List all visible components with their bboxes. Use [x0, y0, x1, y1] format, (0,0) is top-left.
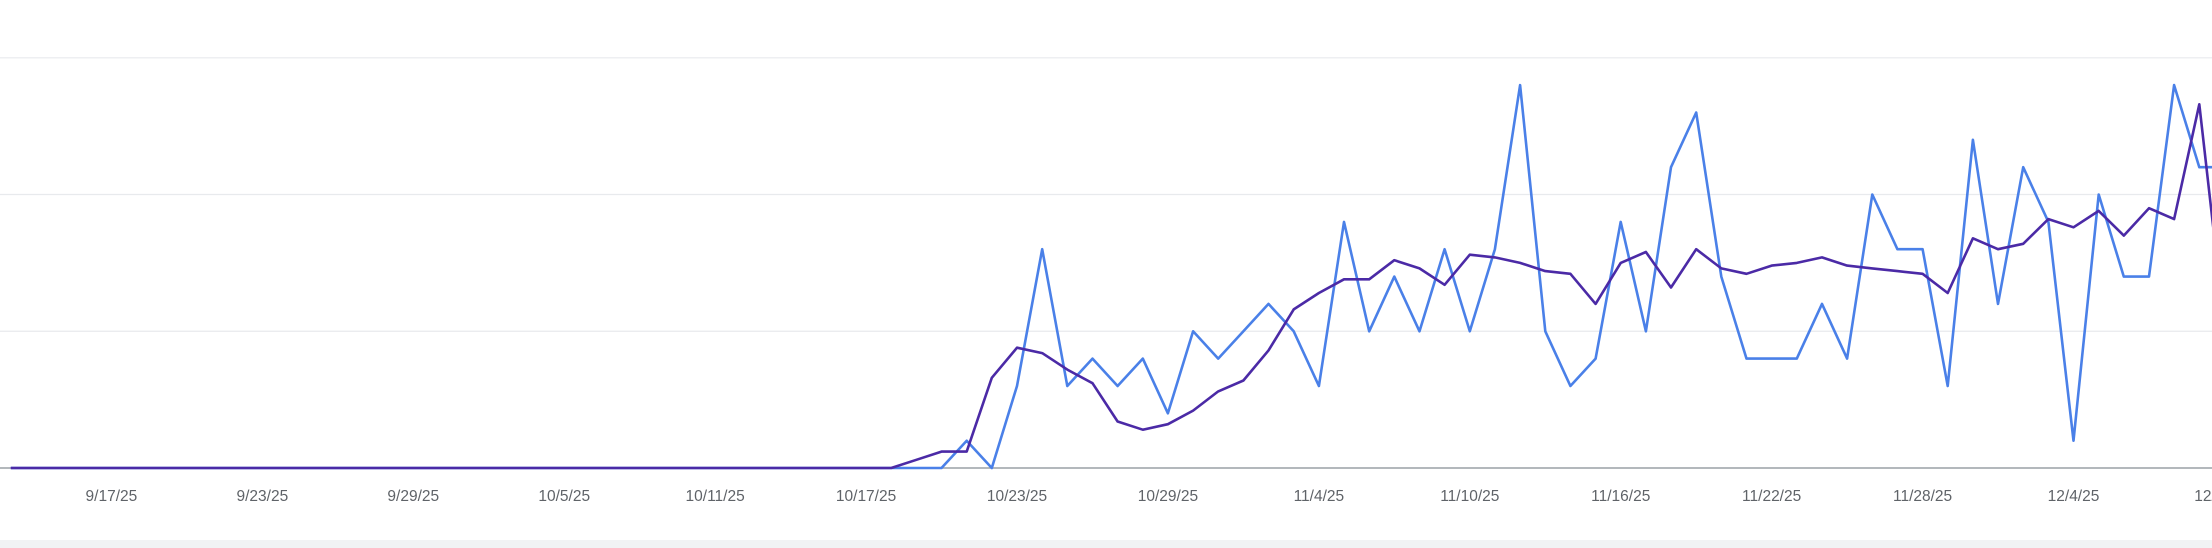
x-tick-label: 10/5/25	[538, 488, 590, 505]
x-tick-label: 10/11/25	[686, 488, 745, 505]
x-tick-label: 9/29/25	[387, 488, 439, 505]
x-tick-label: 11/10/25	[1440, 488, 1499, 505]
footer-strip	[0, 540, 2212, 548]
x-tick-label: 9/17/25	[86, 488, 138, 505]
x-tick-label: 10/17/25	[836, 488, 896, 505]
x-tick-label: 11/28/25	[1893, 488, 1952, 505]
x-tick-label: 9/23/25	[236, 488, 288, 505]
x-tick-label: 11/16/25	[1591, 488, 1650, 505]
x-tick-label: 12/4/25	[2048, 488, 2100, 505]
x-tick-label: 10/29/25	[1138, 488, 1198, 505]
x-tick-label: 10/23/25	[987, 488, 1047, 505]
x-tick-label: 11/4/25	[1294, 488, 1345, 505]
series-line	[10, 103, 2212, 470]
x-tick-label: 11/22/25	[1742, 488, 1801, 505]
x-tick-label: 12/10/25	[2194, 488, 2212, 505]
